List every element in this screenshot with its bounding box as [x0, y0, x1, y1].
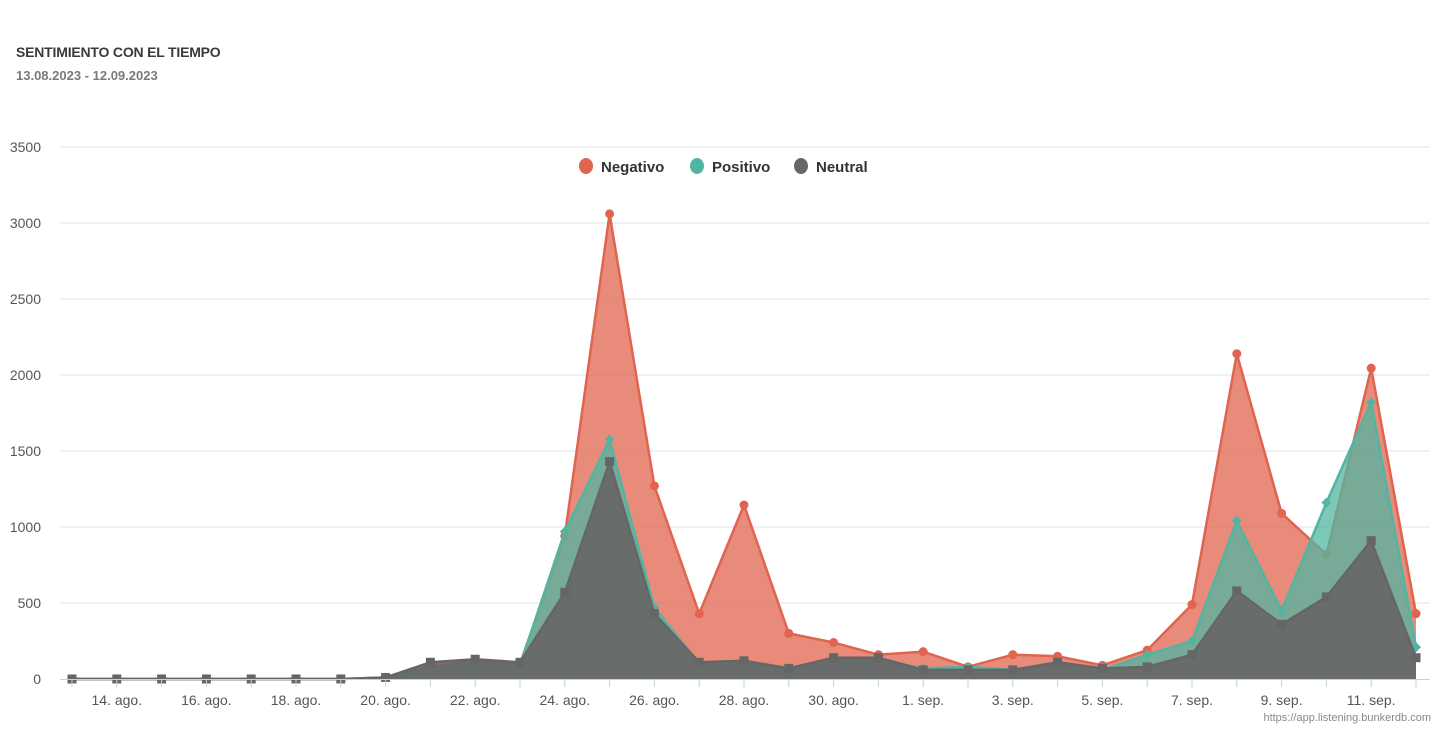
y-tick-label-3500: 3500 [10, 139, 41, 155]
point-neutral-03.09[interactable] [1008, 665, 1018, 675]
y-tick-label-500: 500 [18, 595, 42, 611]
point-neutral-31.08[interactable] [873, 653, 883, 663]
point-positivo-10.09[interactable] [1321, 497, 1332, 508]
y-tick-label-1500: 1500 [10, 443, 41, 459]
point-neutral-04.09[interactable] [1053, 657, 1063, 667]
x-tick-label: 14. ago. [91, 692, 142, 708]
x-tick-label: 26. ago. [629, 692, 680, 708]
point-negativo-25.08[interactable] [605, 209, 615, 219]
point-negativo-27.08[interactable] [694, 609, 704, 619]
point-neutral-10.09[interactable] [1321, 592, 1331, 602]
point-neutral-08.09[interactable] [1232, 586, 1242, 596]
point-neutral-22.08[interactable] [470, 654, 480, 664]
point-negativo-26.08[interactable] [649, 481, 659, 491]
y-tick-label-2000: 2000 [10, 367, 41, 383]
point-neutral-30.08[interactable] [829, 653, 839, 663]
point-neutral-06.09[interactable] [1142, 662, 1152, 672]
legend-label-negativo: Negativo [601, 159, 664, 176]
legend-label-neutral: Neutral [816, 159, 868, 176]
point-positivo-08.09[interactable] [1231, 515, 1242, 526]
x-tick-label: 20. ago. [360, 692, 411, 708]
point-neutral-26.08[interactable] [649, 609, 659, 619]
point-negativo-11.09[interactable] [1366, 363, 1376, 373]
point-negativo-08.09[interactable] [1232, 349, 1242, 359]
point-neutral-01.09[interactable] [918, 665, 928, 675]
chart-subtitle: 13.08.2023 - 12.09.2023 [16, 68, 158, 83]
legend-marker-negativo [579, 158, 593, 174]
x-tick-label: 5. sep. [1081, 692, 1123, 708]
area-neutral [72, 461, 1416, 679]
x-axis: 14. ago. 16. ago. 18. ago. 20. ago. 22. ago.… [60, 679, 1430, 708]
x-tick-label: 28. ago. [719, 692, 770, 708]
point-neutral-20.08[interactable] [381, 672, 391, 682]
legend-item-negativo[interactable]: Negativo [579, 158, 664, 176]
point-positivo-25.08[interactable] [604, 434, 615, 445]
legend-marker-positivo [690, 158, 704, 174]
point-negativo-03.09[interactable] [1008, 650, 1018, 660]
credit-text[interactable]: https://app.listening.bunkerdb.com [1263, 712, 1431, 724]
point-positivo-07.09[interactable] [1187, 636, 1197, 646]
point-positivo-24.08[interactable] [559, 526, 570, 537]
x-tick-label: 11. sep. [1347, 692, 1396, 708]
point-neutral-24.08[interactable] [560, 587, 570, 597]
y-tick-label-2500: 2500 [10, 291, 41, 307]
point-neutral-05.09[interactable] [1097, 663, 1107, 673]
point-neutral-21.08[interactable] [425, 657, 435, 667]
point-neutral-23.08[interactable] [515, 657, 525, 667]
point-neutral-07.09[interactable] [1187, 650, 1197, 660]
point-neutral-09.09[interactable] [1277, 619, 1287, 629]
point-negativo-09.09[interactable] [1277, 508, 1287, 518]
point-negativo-12.09[interactable] [1411, 609, 1421, 619]
x-tick-label: 9. sep. [1261, 692, 1303, 708]
chart-title: SENTIMIENTO CON EL TIEMPO [16, 44, 221, 60]
x-tick-label: 16. ago. [181, 692, 232, 708]
point-neutral-29.08[interactable] [784, 663, 794, 673]
x-tick-label: 22. ago. [450, 692, 501, 708]
point-positivo-11.09[interactable] [1366, 397, 1377, 408]
point-negativo-29.08[interactable] [784, 628, 794, 638]
point-neutral-28.08[interactable] [739, 656, 749, 666]
point-neutral-11.09[interactable] [1366, 536, 1376, 546]
x-tick-label: 1. sep. [902, 692, 944, 708]
y-tick-label-3000: 3000 [10, 215, 41, 231]
x-tick-label: 30. ago. [808, 692, 859, 708]
x-tick-label: 18. ago. [271, 692, 322, 708]
y-axis: 0 500 1000 1500 2000 2500 3000 3500 [10, 139, 41, 687]
x-tick-label: 24. ago. [539, 692, 590, 708]
legend-label-positivo: Positivo [712, 159, 770, 176]
point-neutral-27.08[interactable] [694, 657, 704, 667]
legend-item-neutral[interactable]: Neutral [794, 158, 868, 176]
y-tick-label-1000: 1000 [10, 519, 41, 535]
point-neutral-12.09[interactable] [1411, 653, 1421, 663]
legend-marker-neutral [794, 158, 808, 174]
x-tick-label: 3. sep. [992, 692, 1034, 708]
legend[interactable]: Negativo Positivo Neutral [579, 158, 868, 176]
x-tick-label: 7. sep. [1171, 692, 1213, 708]
legend-item-positivo[interactable]: Positivo [690, 158, 770, 176]
point-positivo-06.09[interactable] [1142, 649, 1153, 660]
point-negativo-28.08[interactable] [739, 500, 749, 510]
y-tick-label-0: 0 [33, 671, 41, 687]
point-neutral-25.08[interactable] [605, 457, 615, 467]
point-negativo-30.08[interactable] [829, 638, 839, 648]
series-areas [67, 209, 1421, 684]
point-negativo-07.09[interactable] [1187, 600, 1197, 610]
point-positivo-09.09[interactable] [1276, 605, 1287, 616]
point-negativo-01.09[interactable] [918, 647, 928, 657]
point-neutral-02.09[interactable] [963, 665, 973, 675]
